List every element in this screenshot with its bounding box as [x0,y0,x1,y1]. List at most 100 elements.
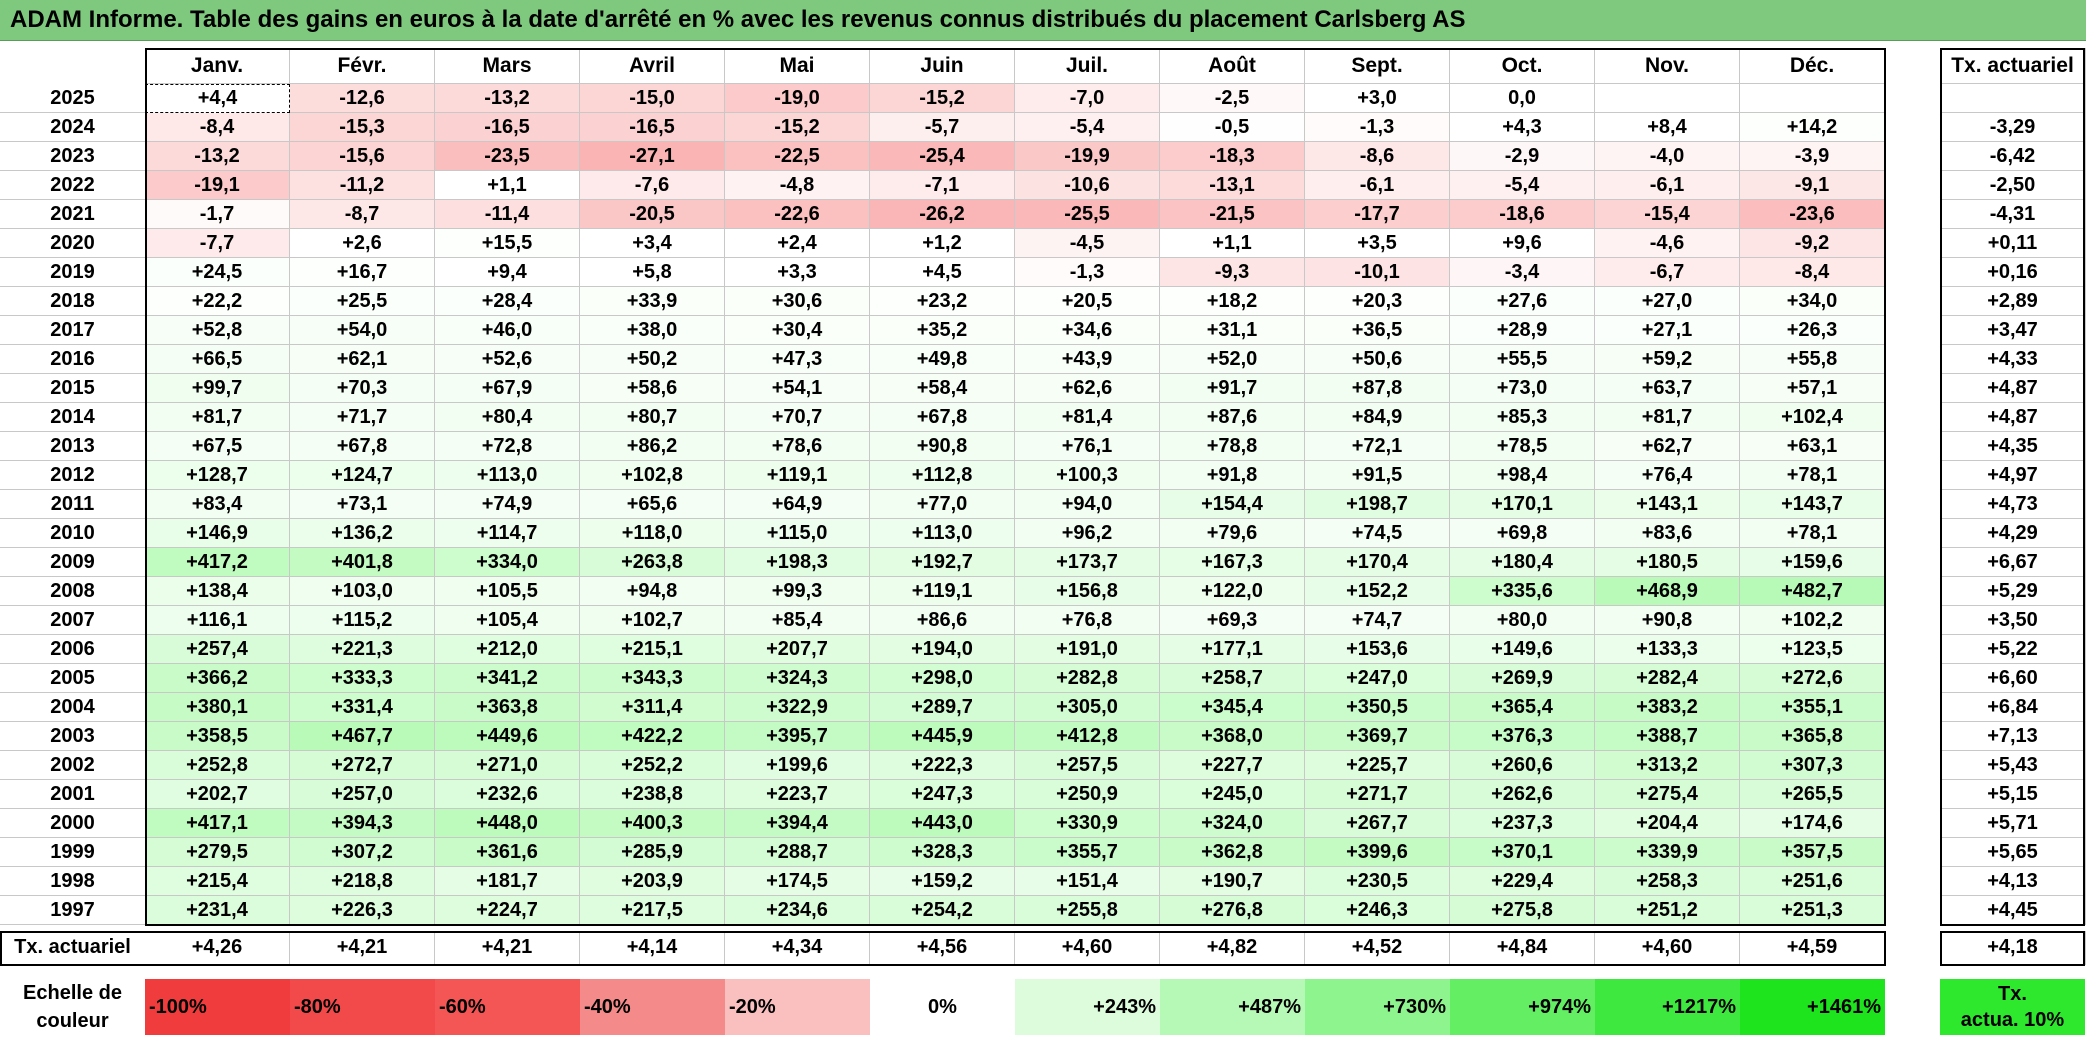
gain-cell: -5,4 [1015,113,1160,142]
gain-cell: +328,3 [870,838,1015,867]
gain-cell: +269,9 [1450,664,1595,693]
gain-cell: +227,7 [1160,751,1305,780]
gain-cell: -13,1 [1160,171,1305,200]
gain-cell: +151,4 [1015,867,1160,896]
gain-cell: +78,5 [1450,432,1595,461]
gain-cell: +143,7 [1740,490,1885,519]
gain-cell: +159,2 [870,867,1015,896]
year-label: 2016 [0,345,145,374]
gain-cell: +324,3 [725,664,870,693]
legend-swatch-label: +243% [1093,995,1156,1018]
year-label: 2003 [0,722,145,751]
gain-cell: +448,0 [435,809,580,838]
gain-cell: +55,8 [1740,345,1885,374]
gain-cell: +313,2 [1595,751,1740,780]
gain-cell: +46,0 [435,316,580,345]
year-label: 2005 [0,664,145,693]
gain-cell: +76,4 [1595,461,1740,490]
gain-cell: +79,6 [1160,519,1305,548]
gain-cell: +102,2 [1740,606,1885,635]
gain-cell: +251,3 [1740,896,1885,925]
gain-cell: +5,8 [580,258,725,287]
gain-cell: +86,6 [870,606,1015,635]
gain-cell: -1,3 [1305,113,1450,142]
gain-cell: -6,1 [1305,171,1450,200]
gain-cell: +238,8 [580,780,725,809]
gain-cell: +64,9 [725,490,870,519]
summary-cell: +4,14 [580,931,725,965]
gain-cell: +285,9 [580,838,725,867]
gain-cell: -2,5 [1160,84,1305,113]
gain-cell: +275,8 [1450,896,1595,925]
year-label: 1997 [0,896,145,925]
gain-cell: -15,2 [725,113,870,142]
gain-cell: -17,7 [1305,200,1450,229]
gain-cell [1595,84,1740,113]
year-label: 2004 [0,693,145,722]
month-header: Déc. [1740,48,1885,84]
gain-cell: -11,2 [290,171,435,200]
gain-cell: +289,7 [870,693,1015,722]
year-label: 2017 [0,316,145,345]
gain-cell: -13,2 [145,142,290,171]
gain-cell: +339,9 [1595,838,1740,867]
gain-cell: +84,9 [1305,403,1450,432]
gain-cell: +72,1 [1305,432,1450,461]
gain-cell: -10,1 [1305,258,1450,287]
gain-cell: +116,1 [145,606,290,635]
rate-cell: +4,87 [1940,403,2086,432]
gain-cell: +90,8 [870,432,1015,461]
summary-cell: +4,21 [290,931,435,965]
month-header: Janv. [145,48,290,84]
gain-cell: +369,7 [1305,722,1450,751]
gain-cell: +24,5 [145,258,290,287]
gain-cell: +81,7 [145,403,290,432]
gain-cell: +254,2 [870,896,1015,925]
gain-cell: +215,1 [580,635,725,664]
gain-cell: +83,6 [1595,519,1740,548]
month-header: Févr. [290,48,435,84]
gain-cell: -0,5 [1160,113,1305,142]
gain-cell: +362,8 [1160,838,1305,867]
gain-cell: +3,0 [1305,84,1450,113]
gain-cell: +401,8 [290,548,435,577]
gain-cell: -8,7 [290,200,435,229]
gain-cell: +324,0 [1160,809,1305,838]
legend-swatch: +730% [1305,979,1450,1035]
gain-cell: +26,3 [1740,316,1885,345]
gain-cell: +67,5 [145,432,290,461]
gain-cell: -4,8 [725,171,870,200]
gain-cell: +395,7 [725,722,870,751]
gain-cell: +234,6 [725,896,870,925]
gain-cell: +94,0 [1015,490,1160,519]
summary-cell: +4,52 [1305,931,1450,965]
gain-cell: -18,3 [1160,142,1305,171]
gain-cell: +103,0 [290,577,435,606]
gain-cell: +78,6 [725,432,870,461]
gain-cell: +71,7 [290,403,435,432]
rate-cell: +7,13 [1940,722,2086,751]
gain-cell: +69,3 [1160,606,1305,635]
gain-cell: +180,5 [1595,548,1740,577]
gain-cell: +191,0 [1015,635,1160,664]
gain-cell: +203,9 [580,867,725,896]
gain-cell: +334,0 [435,548,580,577]
gain-cell: +222,3 [870,751,1015,780]
rate-cell: +5,15 [1940,780,2086,809]
report-title: ADAM Informe. Table des gains en euros à… [10,6,1466,33]
summary-cell: +4,60 [1015,931,1160,965]
gain-cell: -9,2 [1740,229,1885,258]
year-label: 2006 [0,635,145,664]
gain-cell: +113,0 [435,461,580,490]
gain-cell: -5,4 [1450,171,1595,200]
gain-cell: +365,8 [1740,722,1885,751]
gain-cell: +245,0 [1160,780,1305,809]
gain-cell: -15,4 [1595,200,1740,229]
gain-cell: +177,1 [1160,635,1305,664]
gain-cell: +399,6 [1305,838,1450,867]
legend-swatch: -60% [435,979,580,1035]
gain-cell: +102,7 [580,606,725,635]
gain-cell: +78,8 [1160,432,1305,461]
gain-cell: +198,3 [725,548,870,577]
gain-cell: +52,8 [145,316,290,345]
